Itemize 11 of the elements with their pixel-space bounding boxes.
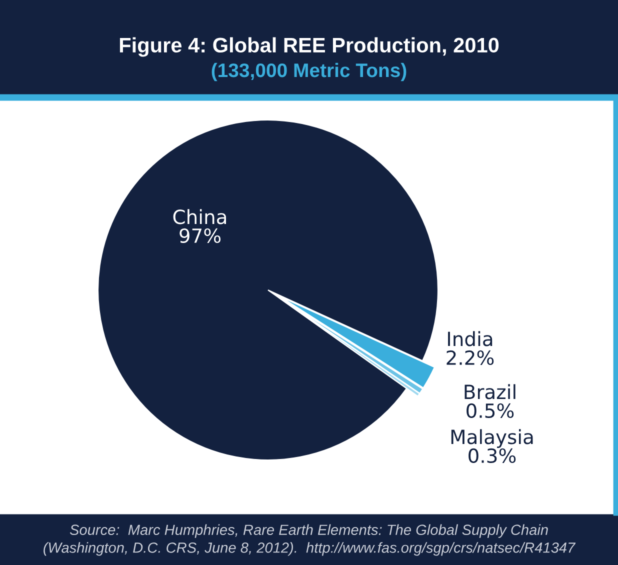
slice-label: India [448, 331, 492, 346]
slice-label: China [173, 209, 226, 224]
source-note: Source: Marc Humphries, Rare Earth Elements: The Global Supply Chain (Washington, D.C. CRS, June 8, 2012). http://www.fas.org/sgp/crs/natsec/R41347 [44, 524, 576, 556]
chart-subtitle: (133,000 Metric Tons) [212, 62, 406, 82]
slice-label: Malaysia [451, 429, 533, 448]
chart-title: Figure 4: Global REE Production, 2010 [120, 37, 499, 57]
data-label: 97% [180, 228, 221, 244]
slice-label: Brazil [464, 384, 516, 400]
data-label: 2.2% [446, 350, 494, 366]
data-label: 0.3% [468, 448, 516, 464]
data-label: 0.5% [466, 403, 514, 418]
